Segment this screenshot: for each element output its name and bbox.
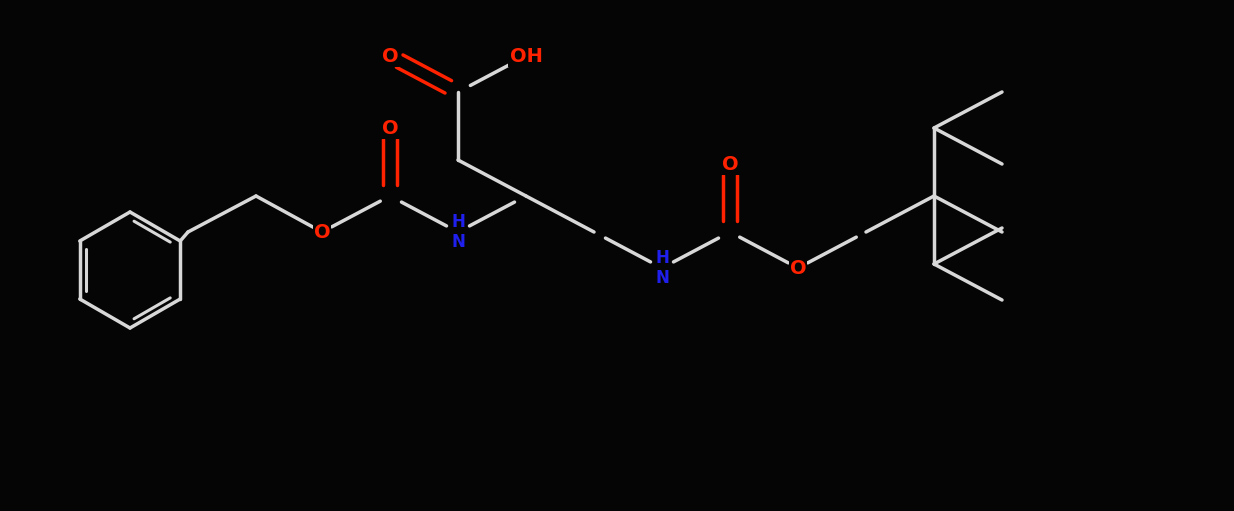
Text: H
N: H N [655,248,669,287]
Text: OH: OH [510,47,543,65]
Text: O: O [722,154,738,174]
Text: H
N: H N [452,213,465,251]
Text: O: O [381,47,399,65]
Text: O: O [313,222,331,242]
Text: O: O [790,259,806,277]
Text: O: O [381,119,399,137]
